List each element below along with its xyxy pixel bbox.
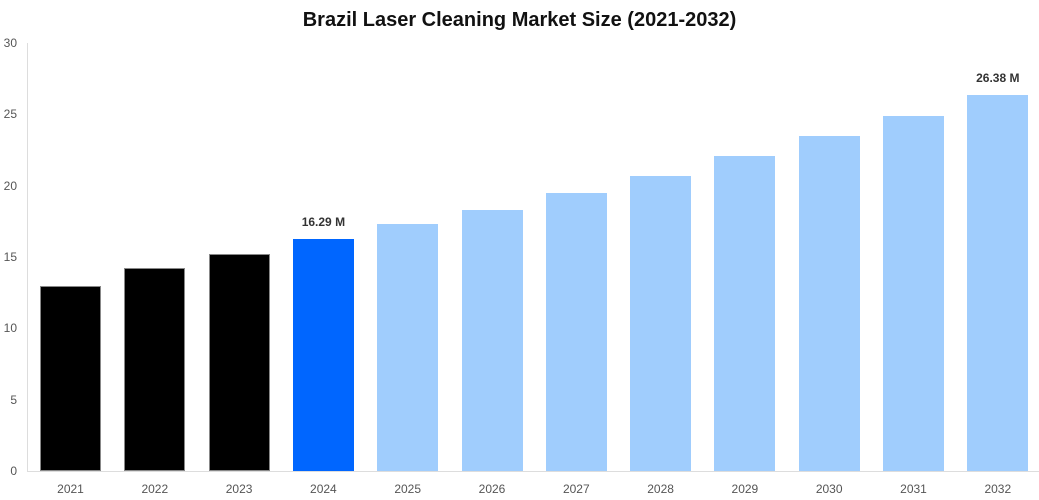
bar-2031[interactable] — [883, 115, 944, 471]
value-label: 26.38 M — [976, 70, 1020, 85]
y-tick-label: 25 — [3, 107, 17, 122]
chart-title: Brazil Laser Cleaning Market Size (2021-… — [302, 9, 737, 31]
x-axis-line — [27, 471, 1039, 472]
y-tick-label: 5 — [10, 392, 17, 407]
bar-2032[interactable] — [967, 94, 1029, 471]
bar-2021[interactable] — [40, 286, 101, 471]
y-tick-label: 10 — [3, 321, 17, 336]
y-tick-label: 30 — [3, 36, 17, 50]
x-tick-label: 2031 — [900, 482, 927, 496]
x-tick-label: 2024 — [310, 482, 337, 496]
x-tick-label: 2025 — [394, 482, 422, 496]
bar-2027[interactable] — [545, 192, 607, 471]
y-axis-line — [27, 43, 28, 471]
x-tick-label: 2032 — [984, 482, 1012, 496]
y-tick-label: 0 — [10, 464, 17, 478]
bar-2024[interactable] — [292, 238, 354, 471]
x-tick-label: 2023 — [225, 482, 253, 496]
x-tick-label: 2027 — [562, 482, 590, 496]
bar-2022[interactable] — [124, 267, 186, 471]
bar-2023[interactable] — [208, 254, 270, 471]
y-tick-label: 20 — [3, 178, 17, 193]
x-tick-label: 2021 — [57, 482, 84, 496]
x-tick-label: 2030 — [815, 482, 843, 496]
x-tick-label: 2028 — [647, 482, 674, 496]
bar-2029[interactable] — [714, 155, 776, 471]
x-tick-label: 2026 — [478, 482, 506, 496]
x-tick-label: 2022 — [141, 482, 169, 496]
x-tick-label: 2029 — [731, 482, 759, 496]
y-tick-label: 15 — [3, 250, 17, 264]
bar-2026[interactable] — [461, 209, 523, 471]
bar-2025[interactable] — [377, 224, 439, 471]
value-label: 16.29 M — [301, 214, 346, 229]
bar-2030[interactable] — [798, 135, 860, 471]
bar-2028[interactable] — [630, 175, 692, 471]
